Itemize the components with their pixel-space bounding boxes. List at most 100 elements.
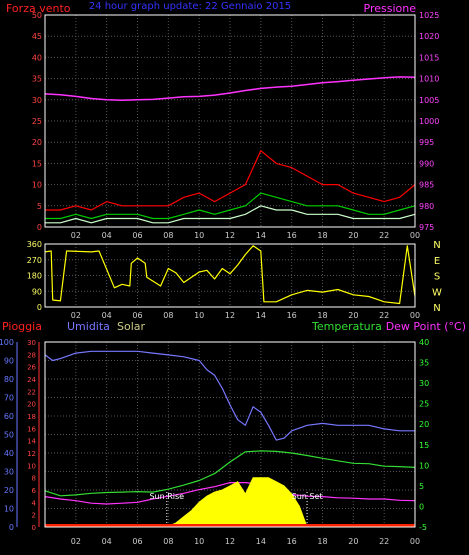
panel1-frame: [44, 14, 416, 228]
panel3-rain-tick: 0: [32, 524, 36, 532]
panel3-right-tick: -5: [419, 523, 427, 532]
panel3-rain-tick: 14: [27, 438, 36, 446]
panel1-x-tick: 10: [194, 231, 204, 240]
panel3-humidity-tick: 10: [4, 505, 14, 514]
panel3-x-tick: 20: [348, 537, 358, 546]
panel1-left-tick: 30: [32, 96, 42, 105]
panel1-right-tick: 1015: [419, 53, 439, 62]
panel1-left-tick: 25: [32, 117, 42, 126]
panel3-right-tick: 15: [419, 441, 429, 450]
panel1-x-tick: 04: [102, 231, 112, 240]
panel3-rain-tick: 20: [27, 401, 36, 409]
panel3-right-tick: 25: [419, 400, 429, 409]
panel3-humidity-tick: 30: [4, 468, 14, 477]
panel3-rain-tick: 8: [32, 475, 36, 483]
panel3-x-tick: 18: [317, 537, 327, 546]
panel3-rain-tick: 12: [27, 450, 36, 458]
panel1-right-tick: 1020: [419, 32, 439, 41]
panel3-rain-tick: 2: [32, 512, 36, 520]
series-layer: [44, 76, 416, 528]
panel1-left-tick: 15: [32, 159, 42, 168]
text-layer: 24 hour graph update: 22 Gennaio 2015 Fo…: [0, 1, 466, 546]
panel2-left-tick: 90: [32, 287, 42, 296]
panel1-x-tick: 20: [348, 231, 358, 240]
panel1-x-tick: 02: [71, 231, 81, 240]
panel2-x-tick: 22: [379, 311, 389, 320]
panel2-x-tick: 00: [410, 311, 420, 320]
panel3-rain-label: Pioggia: [2, 320, 42, 333]
panel3-rain-tick: 22: [27, 388, 36, 396]
panel3-x-tick: 08: [163, 537, 173, 546]
panel1-right-tick: 995: [419, 138, 434, 147]
panel1-x-tick: 08: [163, 231, 173, 240]
panel3-x-tick: 06: [132, 537, 142, 546]
panel2-x-tick: 08: [163, 311, 173, 320]
panel3-rain-tick: 10: [27, 462, 36, 470]
frame-layer: [16, 14, 416, 528]
panel1-title: 24 hour graph update: 22 Gennaio 2015: [89, 1, 291, 12]
panel1-right-label: Pressione: [364, 2, 417, 15]
panel3-x-tick: 00: [410, 537, 420, 546]
panel3-series-line: [44, 350, 415, 441]
panel2-x-tick: 16: [287, 311, 297, 320]
panel1-right-tick: 1010: [419, 75, 439, 84]
panel2-left-tick: 270: [27, 256, 42, 265]
panel1-x-tick: 22: [379, 231, 389, 240]
panel3-rain-tick: 4: [32, 499, 37, 507]
panel2-frame: [44, 243, 416, 308]
panel2-x-tick: 10: [194, 311, 204, 320]
panel3-humidity-tick: 50: [4, 431, 14, 440]
panel1-x-tick: 14: [256, 231, 266, 240]
panel2-x-tick: 02: [71, 311, 81, 320]
panel3-dewpoint-label: Dew Point (°C): [386, 320, 466, 333]
panel1-x-tick: 00: [410, 231, 420, 240]
panel3-right-tick: 35: [419, 359, 429, 368]
panel1-series-line: [45, 150, 416, 211]
panel3-solar-label: Solar: [117, 320, 146, 333]
panel3-sun-label: Sun Set: [292, 492, 323, 501]
panel3-rain-tick: 24: [27, 376, 36, 384]
panel3-x-tick: 22: [379, 537, 389, 546]
panel2-x-tick: 06: [132, 311, 142, 320]
grid-layer: [45, 15, 415, 527]
panel1-left-tick: 5: [37, 202, 42, 211]
panel3-x-tick: 16: [287, 537, 297, 546]
panel3-humidity-tick: 40: [4, 449, 14, 458]
panel3-x-tick: 14: [256, 537, 266, 546]
panel1-left-tick: 50: [32, 11, 42, 20]
panel1-right-tick: 980: [419, 202, 434, 211]
panel3-x-tick: 12: [225, 537, 235, 546]
panel3-sun-label: Sun Rise: [149, 492, 184, 501]
panel3-rain-tick: 18: [27, 413, 36, 421]
panel3-right-tick: 10: [419, 461, 429, 470]
panel2-left-tick: 180: [27, 272, 42, 281]
panel3-humidity-tick: 70: [4, 394, 14, 403]
panel3-right-tick: 40: [419, 338, 429, 347]
panel2-x-tick: 18: [317, 311, 327, 320]
panel2-x-tick: 12: [225, 311, 235, 320]
panel1-x-tick: 12: [225, 231, 235, 240]
panel1-left-tick: 20: [32, 138, 42, 147]
panel2-compass-label: W: [432, 287, 442, 298]
panel3-right-tick: 0: [419, 502, 424, 511]
panel1-x-tick: 18: [317, 231, 327, 240]
panel3-humidity-tick: 60: [4, 412, 14, 421]
panel1-series-line: [45, 192, 416, 220]
panel3-humidity-label: Umidita: [67, 320, 110, 333]
panel3-rain-tick: 26: [27, 364, 36, 372]
panel1-right-tick: 1005: [419, 96, 439, 105]
panel3-humidity-tick: 90: [4, 357, 14, 366]
panel3-x-tick: 02: [71, 537, 81, 546]
panel3-frame: [44, 341, 416, 528]
panel2-left-tick: 0: [37, 303, 42, 312]
panel2-x-tick: 20: [348, 311, 358, 320]
panel3-humidity-tick: 0: [9, 523, 14, 532]
panel1-left-tick: 40: [32, 53, 42, 62]
panel1-left-tick: 45: [32, 32, 42, 41]
panel3-temperature-label: Temperatura: [311, 320, 382, 333]
panel3-rain-tick: 6: [32, 487, 37, 495]
panel1-series-line: [45, 205, 416, 224]
panel3-series-line: [44, 450, 416, 497]
panel3-rain-tick: 28: [27, 351, 36, 359]
panel3-humidity-tick: 80: [4, 375, 14, 384]
